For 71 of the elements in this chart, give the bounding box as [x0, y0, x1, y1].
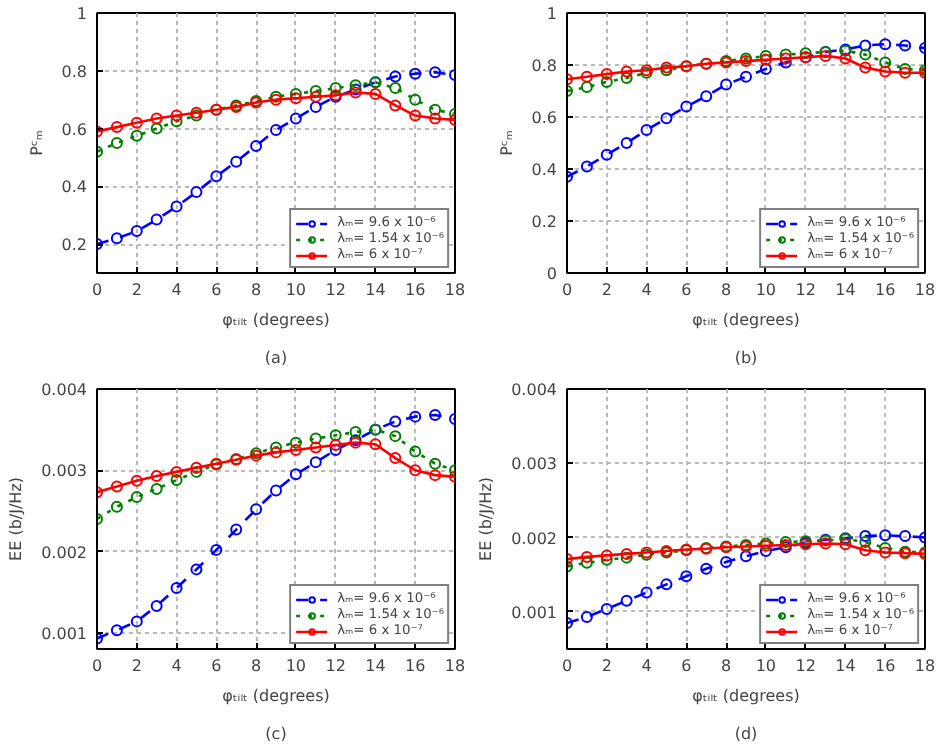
x-tick-label: 0 [91, 281, 103, 299]
x-tick-label: 12 [795, 281, 816, 299]
y-axis-title: Pᶜₘ [497, 130, 516, 156]
y-tick-label: 0.2 [531, 213, 558, 231]
y-tick-label: 0.8 [61, 62, 88, 81]
x-tick-label: 14 [835, 281, 856, 299]
x-tick-label: 14 [365, 657, 386, 675]
y-tick-label: 0.2 [61, 236, 88, 255]
y-tick-label: 0.6 [531, 109, 558, 127]
x-tick-label: 8 [721, 281, 732, 299]
y-tick-label: 0.002 [511, 529, 558, 548]
x-tick-label: 4 [171, 657, 182, 675]
x-tick-label: 16 [405, 281, 426, 299]
y-tick-label: 0.002 [41, 543, 88, 562]
x-tick-label: 2 [601, 657, 612, 675]
x-axis-title: φₜᵢₗₜ (degrees) [222, 687, 330, 705]
x-tick-label: 8 [721, 657, 732, 675]
x-tick-label: 0 [561, 657, 573, 675]
text: (d) [734, 725, 758, 743]
x-axis-title: φₜᵢₗₜ (degrees) [692, 311, 800, 329]
x-tick-label: 18 [914, 657, 936, 675]
y-tick-label: 0.8 [531, 57, 558, 75]
y-tick-label: 1 [546, 5, 558, 23]
x-tick-label: 14 [365, 281, 386, 299]
y-tick-label: 0.001 [41, 624, 88, 643]
y-tick-label: 0.001 [511, 603, 558, 622]
x-tick-label: 4 [641, 657, 652, 675]
y-tick-label: 0 [546, 265, 558, 283]
x-tick-label: 2 [131, 657, 142, 675]
y-axis-title: EE (b/J/Hz) [7, 477, 26, 561]
y-axis-title: Pᶜₘ [27, 130, 46, 156]
y-tick-label: 0.004 [41, 381, 88, 399]
x-tick-label: 10 [285, 657, 307, 675]
x-tick-label: 8 [251, 281, 262, 299]
y-tick-label: 0.4 [531, 161, 558, 179]
y-tick-label: 0.004 [511, 381, 558, 399]
x-tick-label: 6 [681, 281, 692, 299]
x-tick-label: 0 [561, 281, 573, 299]
x-tick-label: 2 [131, 281, 142, 299]
x-tick-label: 18 [444, 657, 466, 675]
x-tick-label: 4 [641, 281, 652, 299]
x-tick-label: 6 [681, 657, 692, 675]
x-tick-label: 16 [405, 657, 426, 675]
x-tick-label: 10 [755, 657, 777, 675]
x-tick-label: 16 [875, 657, 896, 675]
x-tick-label: 18 [914, 281, 936, 299]
x-tick-label: 10 [285, 281, 307, 299]
y-axis-title: EE (b/J/Hz) [477, 477, 496, 561]
x-tick-label: 12 [325, 657, 346, 675]
x-tick-label: 16 [875, 281, 896, 299]
text: (a) [264, 349, 288, 367]
text: (b) [734, 349, 758, 367]
x-axis-title: φₜᵢₗₜ (degrees) [692, 687, 800, 705]
x-tick-label: 14 [835, 657, 856, 675]
x-tick-label: 10 [755, 281, 777, 299]
x-tick-label: 12 [325, 281, 346, 299]
x-tick-label: 2 [601, 281, 612, 299]
x-tick-label: 0 [91, 657, 103, 675]
y-tick-label: 0.003 [41, 462, 88, 481]
y-tick-label: 0.4 [61, 178, 88, 197]
x-tick-label: 6 [211, 657, 222, 675]
y-tick-label: 1 [76, 5, 88, 23]
x-axis-title: φₜᵢₗₜ (degrees) [222, 311, 330, 329]
x-tick-label: 8 [251, 657, 262, 675]
x-tick-label: 18 [444, 281, 466, 299]
x-tick-label: 12 [795, 657, 816, 675]
y-tick-label: 0.003 [511, 455, 558, 474]
text: (c) [265, 725, 287, 743]
x-tick-label: 4 [171, 281, 182, 299]
y-tick-label: 0.6 [61, 120, 88, 139]
x-tick-label: 6 [211, 281, 222, 299]
